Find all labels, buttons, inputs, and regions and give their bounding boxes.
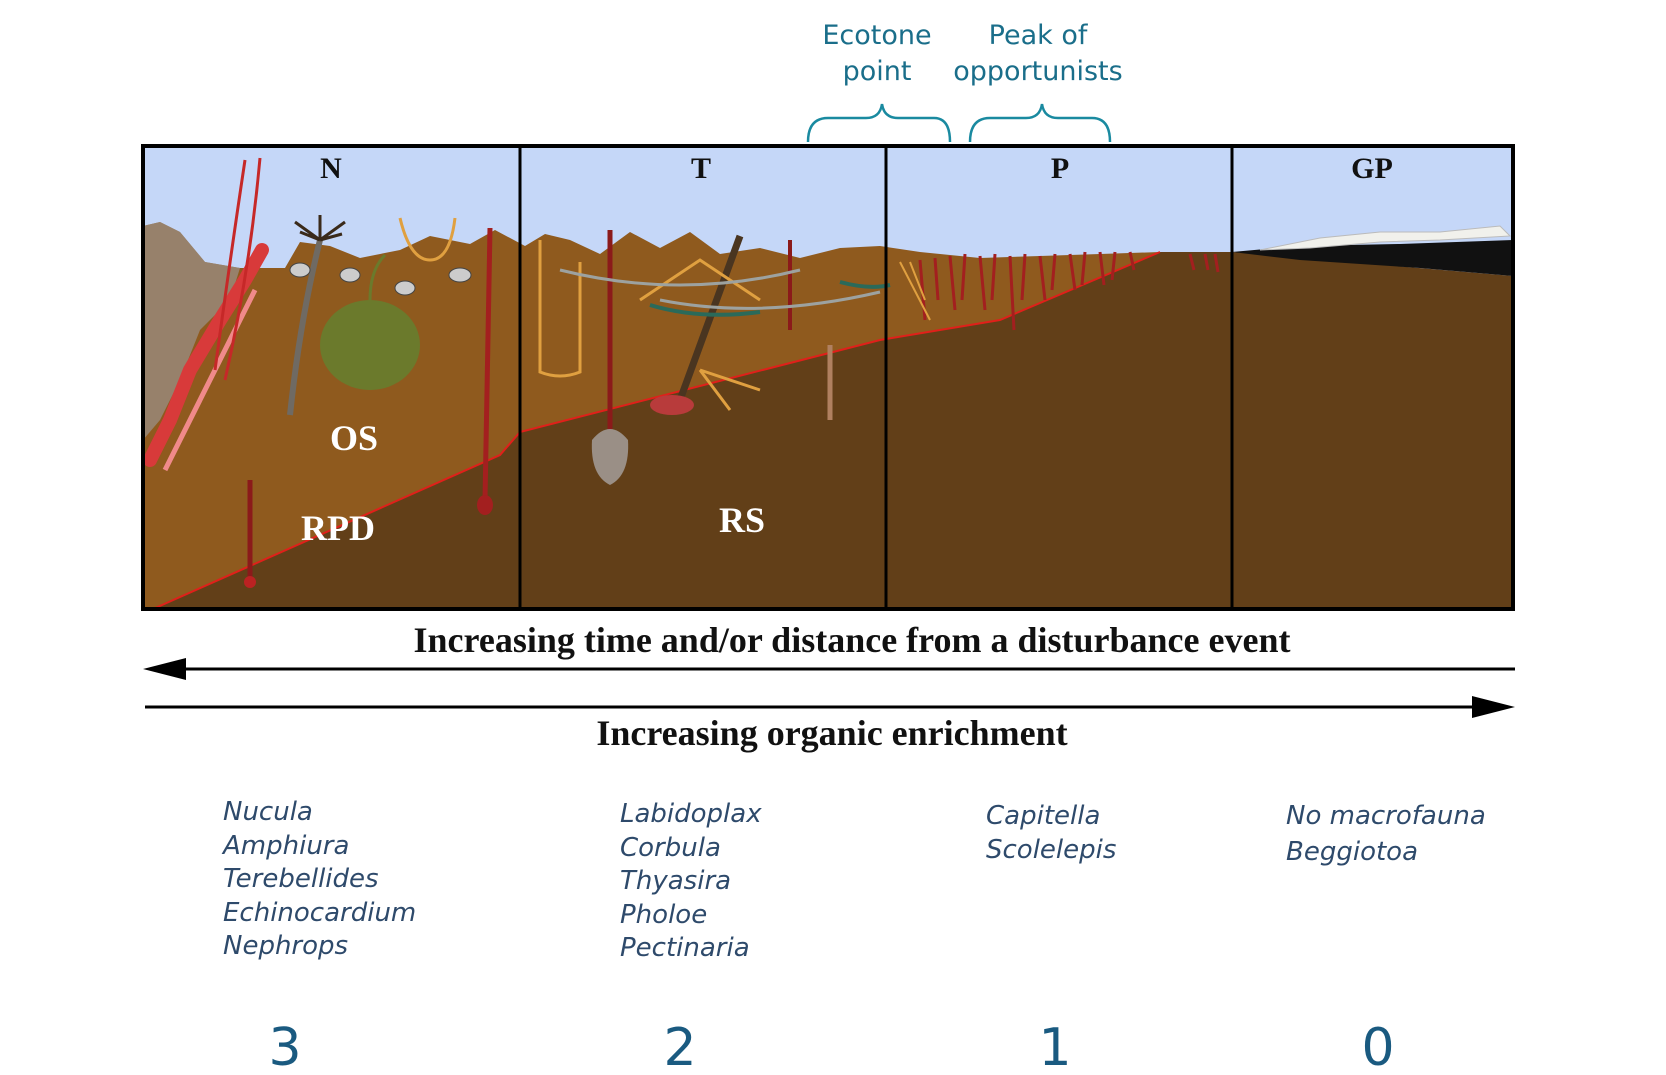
score-gp: 0 <box>1361 1018 1394 1075</box>
fauna-normal-zone <box>143 157 493 588</box>
sediment-profile-panel: N T P GP OS RPD RS <box>141 144 1515 611</box>
peak-annotation: Peak of opportunists <box>953 20 1123 143</box>
ecotone-label-line1: Ecotone <box>822 20 931 51</box>
time-arrow <box>143 658 1515 680</box>
species-n-3: Terebellides <box>223 864 379 894</box>
species-gp-2: Beggiotoa <box>1286 837 1418 867</box>
score-t: 2 <box>663 1018 696 1075</box>
shell-n-3 <box>394 280 416 296</box>
score-n: 3 <box>268 1018 301 1075</box>
species-list-t: Labidoplax Corbula Thyasira Pholoe Pecti… <box>620 799 762 963</box>
reduced-sediment <box>153 252 1513 609</box>
species-p-1: Capitella <box>986 801 1100 831</box>
nephrops-body <box>143 243 269 467</box>
species-n-2: Amphiura <box>221 831 349 861</box>
zone-label-gp: GP <box>1351 152 1393 185</box>
time-arrow-head <box>143 658 186 680</box>
species-t-3: Thyasira <box>620 866 731 896</box>
species-t-5: Pectinaria <box>620 933 750 963</box>
enrichment-arrow-head <box>1472 696 1515 718</box>
pectinaria-tube <box>676 234 744 402</box>
enrichment-arrow <box>145 696 1515 718</box>
species-n-4: Echinocardium <box>223 898 416 928</box>
fauna-transition-zone <box>538 230 891 485</box>
pectinaria-head <box>650 395 694 415</box>
species-t-4: Pholoe <box>620 900 707 930</box>
u-burrow-t <box>538 240 582 378</box>
enrichment-axis-title: Increasing organic enrichment <box>596 713 1067 753</box>
species-t-2: Corbula <box>620 833 721 863</box>
species-n-1: Nucula <box>223 797 313 827</box>
ecotone-label-line2: point <box>843 56 912 87</box>
sea-pen-stalk <box>287 239 323 416</box>
worm-n-2 <box>482 227 493 501</box>
echinocardium <box>320 300 420 390</box>
nephrops-antenna-1 <box>213 159 247 371</box>
bacterial-mat <box>1259 225 1512 251</box>
nephrops-claw <box>162 288 258 472</box>
zone-label-p: P <box>1051 152 1069 185</box>
shell-n-4 <box>448 267 472 283</box>
species-t-1: Labidoplax <box>620 799 762 829</box>
grey-sediment-patch <box>143 222 240 440</box>
peak-label-line1: Peak of <box>989 20 1089 51</box>
species-p-2: Scolelepis <box>986 835 1116 865</box>
peak-label-line2: opportunists <box>953 56 1122 87</box>
labidoplax-pocket <box>591 429 629 485</box>
worm-n-2-tip <box>477 495 493 515</box>
u-burrow-n <box>398 217 457 262</box>
sea-pen-crown <box>294 215 346 242</box>
layer-label-rpd: RPD <box>301 508 375 548</box>
fauna-polluted-zone <box>899 251 1220 331</box>
species-gp-1: No macrofauna <box>1286 801 1486 831</box>
species-list-p: Capitella Scolelepis <box>986 801 1116 865</box>
echinocardium-tube <box>368 253 387 301</box>
zone-label-t: T <box>691 152 711 185</box>
zone-label-n: N <box>320 152 342 185</box>
shell-n-1 <box>289 262 311 278</box>
scolelepis-burrows <box>899 261 931 321</box>
layer-label-os: OS <box>330 418 378 458</box>
species-n-5: Nephrops <box>223 931 348 961</box>
panel-frame <box>141 144 1515 611</box>
worm-n-1-tip <box>244 576 256 588</box>
black-anoxic-layer <box>1232 240 1513 276</box>
species-list-n: Nucula Amphiura Terebellides Echinocardi… <box>221 797 416 961</box>
ecotone-bracket <box>806 103 952 143</box>
layer-label-rs: RS <box>719 500 765 540</box>
rpd-line <box>152 251 1161 610</box>
amphiura-arms <box>559 268 881 310</box>
time-axis-title: Increasing time and/or distance from a d… <box>414 620 1291 660</box>
species-list-gp: No macrofauna Beggiotoa <box>1286 801 1486 867</box>
peak-bracket <box>968 103 1112 143</box>
ecotone-annotation: Ecotone point <box>806 20 952 143</box>
score-p: 1 <box>1038 1018 1071 1075</box>
thyasira-burrows <box>639 258 761 411</box>
nephrops-antenna-2 <box>223 157 262 381</box>
shell-n-2 <box>339 267 361 283</box>
capitella-tubes <box>918 251 1220 331</box>
